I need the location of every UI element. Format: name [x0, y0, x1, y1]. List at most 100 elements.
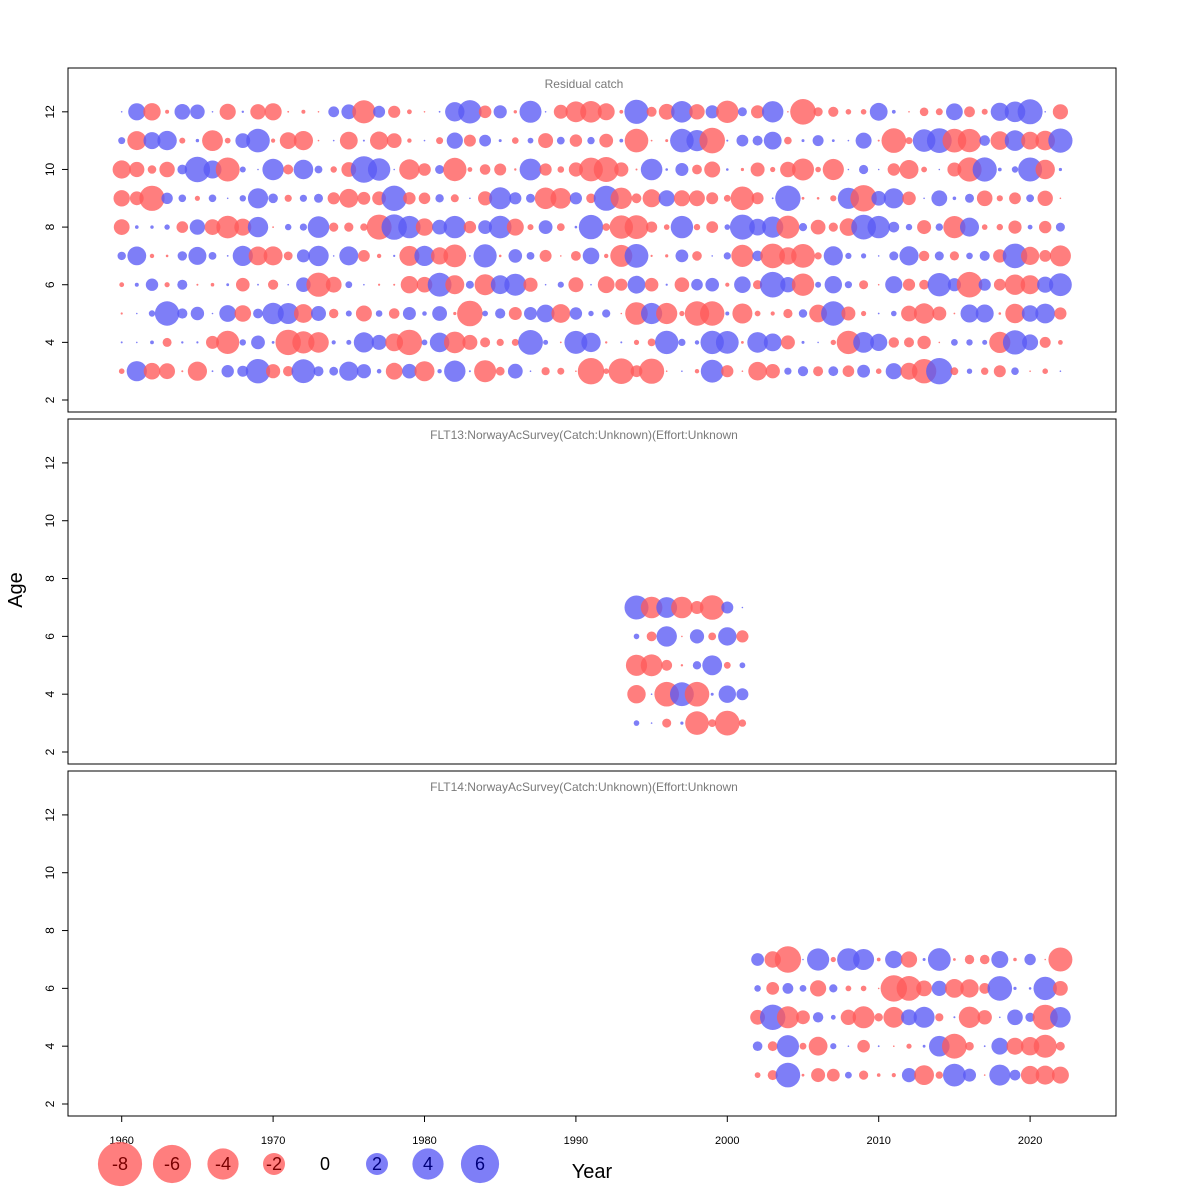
residual-bubble [313, 366, 324, 377]
residual-bubble [725, 311, 730, 316]
residual-bubble [575, 370, 577, 373]
residual-bubble [490, 275, 510, 295]
residual-bubble [544, 283, 547, 286]
legend-bubble [366, 1153, 388, 1175]
residual-bubble [956, 271, 983, 298]
residual-bubble [752, 1041, 763, 1051]
residual-bubble [802, 958, 804, 961]
residual-bubble [960, 304, 979, 323]
residual-bubble [1004, 130, 1026, 151]
residual-bubble [966, 339, 973, 346]
residual-bubble [822, 158, 844, 181]
residual-bubble [817, 341, 819, 344]
residual-bubble [801, 1073, 805, 1077]
residual-bubble [953, 312, 956, 315]
residual-bubble [681, 635, 683, 638]
residual-bubble [474, 360, 497, 383]
residual-bubble [293, 131, 313, 151]
residual-bubble [830, 956, 836, 963]
residual-bubble [444, 360, 466, 382]
residual-bubble [976, 190, 993, 207]
residual-bubble [749, 218, 766, 236]
residual-bubble [796, 1010, 810, 1025]
residual-bubble [287, 110, 290, 113]
residual-bubble [900, 951, 918, 968]
residual-bubble [381, 185, 407, 211]
residual-bubble [751, 105, 765, 119]
residual-bubble [1020, 275, 1040, 295]
residual-bubble [1028, 987, 1032, 990]
residual-bubble [1042, 368, 1048, 375]
residual-bubble [519, 158, 542, 181]
residual-bubble [689, 104, 705, 120]
residual-bubble [299, 194, 307, 202]
residual-bubble [784, 367, 792, 375]
residual-bubble [1025, 1012, 1035, 1022]
residual-bubble [177, 164, 188, 175]
residual-bubble [165, 254, 169, 258]
residual-bubble [465, 280, 474, 289]
residual-bubble [508, 249, 523, 263]
residual-bubble [553, 104, 568, 119]
residual-bubble [1013, 957, 1017, 962]
residual-bubble [196, 283, 199, 286]
residual-bubble [966, 368, 973, 374]
residual-bubble [692, 661, 702, 670]
residual-bubble [538, 133, 554, 149]
residual-bubble [625, 302, 648, 325]
residual-bubble [935, 108, 943, 116]
residual-bubble [127, 131, 147, 151]
residual-bubble [568, 162, 584, 177]
residual-bubble [663, 224, 670, 230]
residual-bubble [593, 185, 619, 211]
residual-bubble [513, 110, 517, 114]
residual-bubble [891, 109, 896, 114]
residual-bubble [989, 1064, 1011, 1086]
bubbles [750, 946, 1073, 1088]
residual-bubble [407, 109, 412, 115]
residual-bubble [751, 192, 764, 205]
residual-bubble [263, 246, 283, 266]
residual-bubble [635, 168, 638, 171]
residual-bubble [299, 223, 307, 231]
residual-bubble [544, 111, 547, 113]
residual-bubble [463, 134, 476, 147]
residual-bubble [711, 255, 713, 257]
residual-bubble [571, 251, 581, 261]
residual-bubble [332, 255, 335, 257]
residual-bubble [194, 195, 200, 201]
residual-bubble [339, 188, 359, 208]
residual-bubble [774, 946, 802, 973]
residual-bubble [283, 164, 294, 175]
residual-bubble [120, 111, 123, 113]
residual-bubble [726, 139, 729, 142]
residual-bubble [885, 276, 903, 294]
residual-bubble [627, 685, 646, 704]
residual-bubble [556, 223, 565, 232]
residual-bubble [656, 597, 678, 618]
residual-bubble [294, 304, 313, 323]
panel-title: FLT13:NorwayAcSurvey(Catch:Unknown)(Effo… [430, 428, 738, 442]
residual-bubble [308, 332, 329, 353]
residual-bubble [812, 1012, 824, 1023]
residual-bubble [945, 979, 964, 998]
residual-bubble [543, 339, 549, 345]
residual-bubble [178, 194, 187, 203]
residual-bubble [983, 1074, 986, 1076]
residual-bubble [979, 954, 990, 965]
residual-bubble [748, 361, 767, 381]
residual-bubble [938, 168, 941, 171]
residual-bubble [829, 984, 838, 993]
residual-bubble [432, 306, 447, 321]
residual-bubble [877, 139, 880, 142]
legend: -8 -6 -4 -2 0 2 4 6 [97, 1141, 500, 1187]
residual-bubble [407, 138, 412, 143]
residual-bubble [661, 659, 673, 671]
y-tick-label: 8 [43, 927, 57, 934]
residual-bubble [1007, 1009, 1023, 1026]
residual-bubble [393, 283, 396, 286]
residual-bubble [906, 1043, 912, 1049]
residual-bubble [478, 105, 492, 119]
residual-bubble [239, 166, 246, 173]
residual-bubble [739, 662, 746, 669]
